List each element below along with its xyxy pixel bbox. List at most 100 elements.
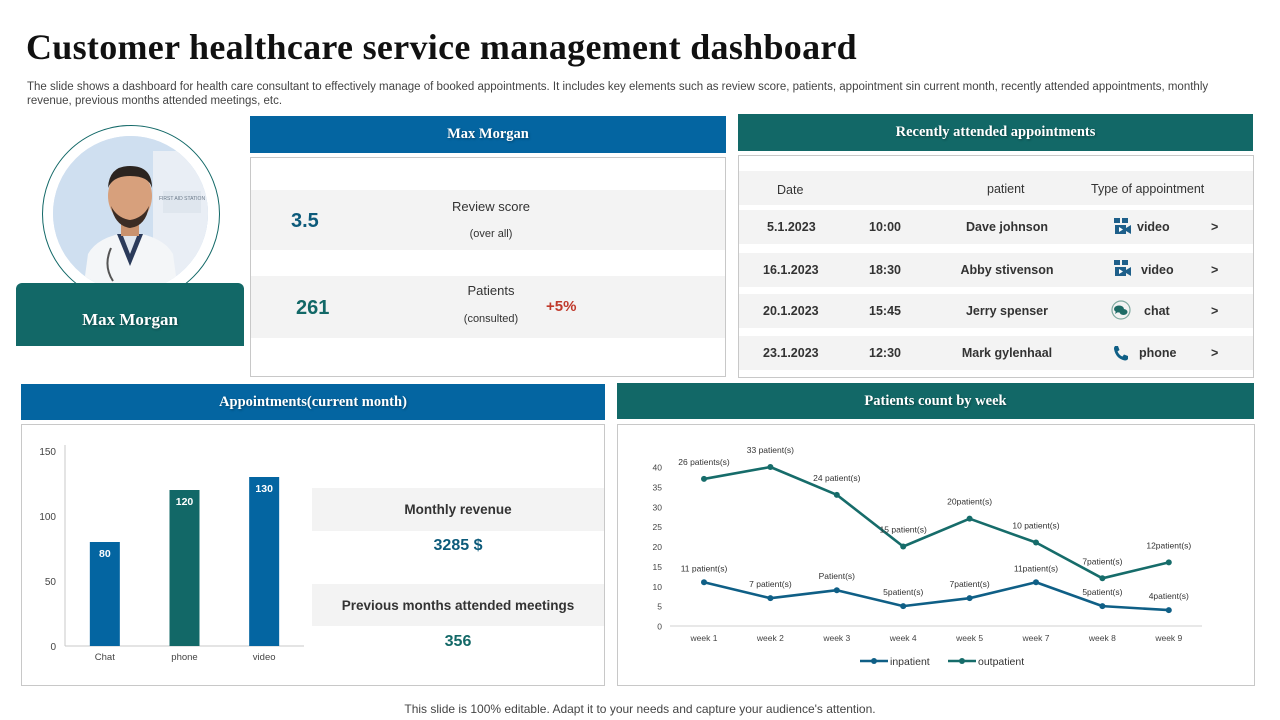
data-label-inpatient: 4patient(s) bbox=[1149, 591, 1189, 601]
monthly-revenue-value: 3285 $ bbox=[433, 537, 483, 554]
row-patient: Mark gylenhaal bbox=[961, 346, 1053, 360]
profile-photo-frame: FIRST AID STATION bbox=[42, 125, 220, 303]
point-inpatient bbox=[1165, 607, 1172, 614]
table-row[interactable]: 23.1.2023 12:30 Mark gylenhaal phone > bbox=[739, 336, 1253, 370]
recent-appointments-header: Recently attended appointments bbox=[738, 114, 1253, 151]
data-label-outpatient: 12patient(s) bbox=[1146, 540, 1191, 550]
point-inpatient bbox=[767, 595, 774, 602]
appointments-month-header-label: Appointments(current month) bbox=[219, 393, 407, 410]
previous-meetings-band: Previous months attended meetings bbox=[312, 584, 604, 626]
line-x-tick: week 1 bbox=[690, 633, 718, 643]
line-y-tick: 10 bbox=[653, 582, 663, 592]
monthly-revenue-label: Monthly revenue bbox=[404, 502, 512, 517]
page-subtitle: The slide shows a dashboard for health c… bbox=[27, 81, 1209, 107]
row-date: 16.1.2023 bbox=[763, 263, 819, 277]
data-label-inpatient: 5patient(s) bbox=[883, 587, 923, 597]
legend-label-outpatient: outpatient bbox=[978, 656, 1024, 668]
bar-chat bbox=[89, 542, 120, 646]
bar-y-tick: 50 bbox=[45, 577, 57, 588]
row-open-arrow[interactable]: > bbox=[1211, 346, 1219, 360]
data-label-inpatient: 5patient(s) bbox=[1082, 587, 1122, 597]
line-y-tick: 40 bbox=[653, 463, 663, 473]
summary-header: Max Morgan bbox=[250, 116, 726, 153]
data-label-inpatient: 7 patient(s) bbox=[749, 579, 792, 589]
footer-note: This slide is 100% editable. Adapt it to… bbox=[404, 702, 876, 716]
summary-panel: 3.5 Review score (over all) 261 Patients… bbox=[250, 157, 726, 377]
point-outpatient bbox=[1033, 539, 1039, 546]
review-score-value: 3.5 bbox=[291, 210, 319, 232]
profile-name: Max Morgan bbox=[82, 309, 178, 329]
line-x-tick: week 2 bbox=[756, 633, 784, 643]
row-open-arrow[interactable]: > bbox=[1211, 304, 1219, 318]
column-header-type: Type of appointment bbox=[1091, 182, 1205, 196]
point-inpatient bbox=[900, 603, 907, 610]
row-type: phone bbox=[1139, 346, 1177, 360]
bar-value-label: 80 bbox=[99, 548, 111, 560]
row-type: chat bbox=[1144, 304, 1170, 318]
appointments-month-header: Appointments(current month) bbox=[21, 384, 605, 420]
row-date: 23.1.2023 bbox=[763, 346, 819, 360]
row-patient: Dave johnson bbox=[966, 220, 1048, 234]
chat-icon bbox=[1111, 300, 1131, 320]
legend-marker-inpatient bbox=[871, 658, 877, 664]
data-label-outpatient: 24 patient(s) bbox=[813, 473, 860, 483]
data-label-outpatient: 26 patients(s) bbox=[678, 457, 730, 467]
table-row[interactable]: 5.1.2023 10:00 Dave johnson video > bbox=[739, 210, 1253, 244]
profile-name-card: Max Morgan bbox=[16, 293, 244, 346]
data-label-inpatient: Patient(s) bbox=[819, 571, 856, 581]
line-x-tick: week 9 bbox=[1154, 633, 1182, 643]
monthly-revenue-band: Monthly revenue bbox=[312, 488, 604, 531]
patients-value: 261 bbox=[296, 297, 330, 319]
row-patient: Jerry spenser bbox=[965, 304, 1048, 318]
doctor-photo-illustration: FIRST AID STATION bbox=[53, 136, 208, 291]
line-y-tick: 0 bbox=[657, 622, 662, 632]
patients-week-header-label: Patients count by week bbox=[864, 392, 1007, 409]
point-outpatient bbox=[1165, 559, 1172, 566]
patients-sublabel: (consulted) bbox=[463, 313, 519, 325]
data-label-inpatient: 11 patient(s) bbox=[681, 563, 728, 573]
line-x-tick: week 7 bbox=[1022, 633, 1050, 643]
video-icon bbox=[1114, 260, 1131, 276]
bar-phone bbox=[169, 490, 200, 646]
patients-band: 261 Patients (consulted) +5% bbox=[251, 276, 725, 338]
bar-value-label: 130 bbox=[255, 483, 273, 495]
table-row[interactable]: 20.1.2023 15:45 Jerry spenser chat > bbox=[739, 294, 1253, 328]
line-x-tick: week 3 bbox=[822, 633, 850, 643]
line-y-tick: 30 bbox=[653, 502, 663, 512]
patients-week-header: Patients count by week bbox=[617, 383, 1254, 419]
bar-y-tick: 0 bbox=[50, 642, 56, 653]
row-open-arrow[interactable]: > bbox=[1211, 263, 1219, 277]
previous-meetings-value: 356 bbox=[444, 633, 472, 650]
line-y-tick: 20 bbox=[653, 542, 663, 552]
legend-label-inpatient: inpatient bbox=[890, 656, 930, 668]
summary-header-label: Max Morgan bbox=[447, 126, 529, 142]
video-icon bbox=[1114, 218, 1131, 234]
row-time: 12:30 bbox=[869, 346, 901, 360]
data-label-inpatient: 11patient(s) bbox=[1014, 563, 1058, 573]
table-header-row: Date patient Type of appointment bbox=[739, 171, 1253, 205]
recent-appointments-panel: Date patient Type of appointment 5.1.202… bbox=[738, 155, 1254, 378]
row-open-arrow[interactable]: > bbox=[1211, 220, 1219, 234]
table-row[interactable]: 16.1.2023 18:30 Abby stivenson video > bbox=[739, 253, 1253, 287]
legend-marker-outpatient bbox=[959, 658, 965, 664]
bar-video bbox=[249, 477, 280, 646]
column-header-patient: patient bbox=[987, 182, 1025, 196]
review-score-band: 3.5 Review score (over all) bbox=[251, 190, 725, 250]
bar-category-label: Chat bbox=[95, 652, 115, 663]
line-y-tick: 25 bbox=[653, 522, 663, 532]
bar-value-label: 120 bbox=[176, 496, 194, 508]
data-label-outpatient: 10 patient(s) bbox=[1012, 521, 1059, 531]
data-label-outpatient: 7patient(s) bbox=[1082, 556, 1122, 566]
point-inpatient bbox=[966, 595, 973, 602]
appointments-bar-chart: 0 50 100 150 80 Chat 120 phone 130 video bbox=[39, 445, 304, 663]
bar-y-tick: 150 bbox=[39, 447, 56, 458]
series-line-inpatient bbox=[703, 580, 1169, 612]
photo-sign-text: FIRST AID STATION bbox=[159, 196, 206, 202]
point-outpatient bbox=[966, 515, 973, 522]
point-inpatient bbox=[833, 587, 840, 594]
point-outpatient bbox=[900, 543, 907, 550]
point-outpatient bbox=[701, 475, 707, 482]
appointments-month-panel: 0 50 100 150 80 Chat 120 phone 130 video Monthly … bbox=[21, 424, 605, 686]
row-time: 18:30 bbox=[869, 263, 901, 277]
patients-label: Patients bbox=[467, 283, 515, 298]
